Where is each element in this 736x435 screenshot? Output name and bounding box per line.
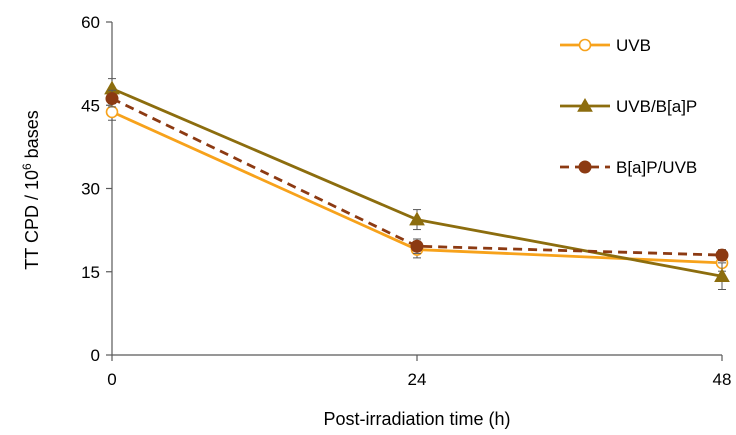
y-tick-label: 30 (81, 180, 100, 199)
legend-marker (578, 160, 592, 174)
y-tick-label: 45 (81, 96, 100, 115)
y-axis-title: TT CPD / 106 bases (20, 110, 42, 269)
y-tick-label: 60 (81, 13, 100, 32)
y-axis-title-superscript: 6 (20, 163, 34, 170)
x-axis-title: Post-irradiation time (h) (323, 409, 510, 429)
series-2 (104, 78, 730, 291)
legend-label: B[a]P/UVB (616, 158, 697, 177)
legend-label: UVB (616, 36, 651, 55)
legend: UVB UVB/B[a]P B[a]P/UVB (560, 36, 697, 177)
axes (111, 22, 722, 356)
x-ticks: 0 24 48 (107, 355, 731, 389)
data-point (715, 248, 729, 262)
data-point (105, 105, 119, 119)
x-tick-label: 48 (713, 370, 732, 389)
y-ticks: 0 15 30 45 60 (81, 13, 112, 365)
x-tick-label: 24 (408, 370, 427, 389)
y-tick-label: 0 (91, 346, 100, 365)
legend-marker (578, 38, 592, 52)
data-point (714, 268, 730, 282)
legend-item: UVB/B[a]P (560, 97, 697, 116)
legend-label: UVB/B[a]P (616, 97, 697, 116)
data-point (410, 239, 424, 253)
series-3 (105, 89, 729, 262)
series-layer (104, 78, 730, 291)
legend-item: UVB (560, 36, 651, 55)
legend-marker (577, 97, 593, 112)
legend-item: B[a]P/UVB (560, 158, 697, 177)
data-point (409, 211, 425, 226)
y-tick-label: 15 (81, 263, 100, 282)
x-tick-label: 0 (107, 370, 116, 389)
y-axis-title-prefix: TT CPD / 10 (22, 170, 42, 270)
data-point (105, 92, 119, 106)
y-axis-title-suffix: bases (22, 110, 42, 163)
